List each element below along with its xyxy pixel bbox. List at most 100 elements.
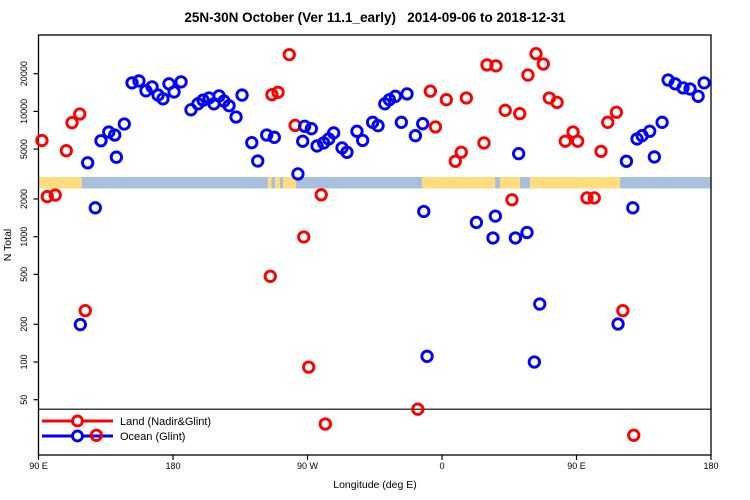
ocean-point (683, 82, 697, 96)
land-point (65, 116, 79, 130)
y-tick-label: 2000 (19, 189, 29, 209)
ocean-point (156, 92, 170, 106)
map-band-segment-ocean (271, 177, 276, 189)
y-tick-label: 200 (19, 317, 29, 332)
legend-item-label: Land (Nadir&Glint) (120, 416, 211, 428)
ocean-point (469, 215, 484, 230)
map-band-segment-ocean (620, 177, 711, 189)
x-tick-label: 0 (439, 461, 444, 471)
land-point (78, 303, 92, 318)
ocean-point (520, 225, 534, 240)
land-point (580, 191, 594, 205)
ocean-point (145, 80, 159, 94)
x-tick-label: 90 E (29, 461, 48, 471)
ocean-point (81, 156, 95, 170)
ocean-point (626, 201, 640, 215)
map-band-segment-land (530, 177, 621, 189)
land-point (627, 428, 641, 442)
ocean-point (371, 119, 385, 133)
land-point (265, 88, 279, 102)
ocean-point (108, 128, 122, 142)
legend-key-point (71, 429, 84, 443)
ocean-point (73, 317, 87, 332)
ocean-point (94, 134, 108, 148)
land-point (550, 95, 564, 110)
ocean-point (394, 115, 409, 129)
map-band-segment-ocean (81, 177, 269, 189)
x-axis-ticks: 90 E 180 90 W 0 90 E 180 (29, 455, 719, 471)
land-point (616, 303, 630, 318)
land-point (297, 230, 311, 244)
ocean-point (260, 128, 274, 142)
ocean-point (527, 355, 542, 369)
ocean-point (304, 122, 319, 136)
y-tick-label: 10000 (19, 99, 29, 124)
land-point (40, 189, 54, 204)
map-band-segment-land (499, 177, 521, 189)
land-point (498, 103, 512, 117)
y-tick-label: 50 (19, 395, 29, 405)
plot-title: 25N-30N October (Ver 11.1_early) 2014-09… (184, 10, 566, 25)
ocean-point (655, 115, 669, 129)
y-tick-label: 5000 (19, 139, 29, 159)
land-point (529, 46, 543, 61)
land-point (571, 134, 585, 148)
land-point (505, 193, 519, 207)
land-point (536, 57, 550, 71)
land-point (48, 188, 62, 202)
ocean-point (229, 110, 243, 124)
map-band-segment-land (421, 177, 496, 189)
ocean-point (355, 133, 370, 148)
ocean-point (400, 87, 414, 101)
y-tick-label: 500 (19, 267, 29, 282)
land-point (601, 115, 615, 129)
map-band-segment-ocean (520, 177, 531, 189)
map-band-segment-land (275, 177, 281, 189)
land-point (263, 269, 277, 283)
ocean-point (420, 349, 434, 363)
map-band-segment-ocean (280, 177, 283, 189)
y-axis-ticks: 50 100 200 500 1000 2000 5000 10000 20000 (19, 61, 39, 405)
legend: Land (Nadir&Glint) Ocean (Glint) (42, 414, 211, 443)
ocean-point (245, 136, 259, 150)
land-point (459, 91, 474, 105)
land-point (302, 360, 316, 374)
land-point (318, 417, 332, 431)
land-point (448, 154, 462, 168)
ocean-point (251, 154, 265, 168)
ocean-point (408, 129, 423, 143)
ocean-point (296, 134, 310, 148)
ocean-point (196, 93, 210, 107)
y-tick-label: 1000 (19, 227, 29, 247)
ocean-point (340, 145, 354, 159)
land-point (59, 144, 73, 158)
ocean-point (298, 119, 312, 133)
ocean-point (167, 85, 181, 99)
ocean-point (174, 75, 188, 89)
ocean-point (267, 130, 281, 144)
ocean-point (327, 126, 341, 140)
y-axis-title: N Total (2, 229, 14, 262)
ocean-point (643, 124, 657, 138)
map-band-segment-ocean (295, 177, 422, 189)
land-point (609, 105, 624, 119)
land-point (454, 145, 468, 159)
land-point (439, 93, 453, 107)
ocean-point (417, 204, 431, 219)
land-point (423, 84, 437, 98)
land-point (587, 191, 601, 205)
ocean-point (132, 74, 146, 88)
ocean-point (235, 88, 249, 102)
land-point (73, 107, 87, 121)
ocean-point (109, 150, 124, 164)
land-point (521, 68, 535, 82)
land-point (411, 402, 425, 416)
land-point (428, 120, 443, 134)
ocean-point (691, 89, 705, 103)
map-band-segment-land (268, 177, 272, 189)
plot-border (37, 34, 712, 456)
ocean-point (676, 81, 690, 95)
y-tick-label: 20000 (19, 61, 29, 86)
land-point (594, 144, 608, 158)
